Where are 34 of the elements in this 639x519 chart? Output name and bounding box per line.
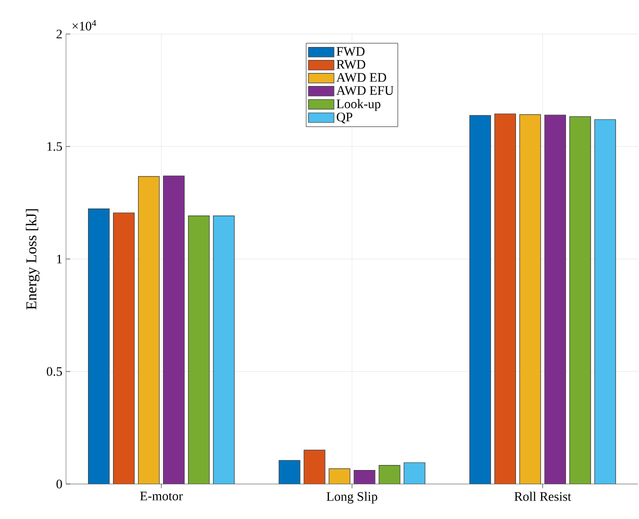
- text: ×10$^{4}$: [72, 20, 96, 30]
- legend-label: Look-up: [336, 99, 380, 111]
- bar: [328, 468, 350, 484]
- x-tick-label: Long Slip: [326, 492, 378, 504]
- bar: [544, 114, 566, 484]
- bar: [354, 470, 375, 484]
- bar: [188, 215, 210, 484]
- legend-label: FWD: [336, 47, 365, 56]
- x-tick-label: Roll Resist: [514, 492, 572, 501]
- bar: [138, 176, 160, 484]
- bar: [113, 212, 135, 484]
- legend-label: QP: [336, 112, 352, 124]
- bar: [519, 114, 541, 484]
- legend-label: AWD ED: [336, 73, 386, 82]
- bar: [304, 450, 326, 484]
- y-tick-label: 1.5: [47, 142, 62, 151]
- y-axis-title: Energy Loss [kJ]: [26, 209, 40, 310]
- bar: [88, 208, 110, 484]
- bar: [378, 465, 400, 484]
- x-tick-label: E-motor: [140, 492, 183, 500]
- y-tick-label: 0.5: [46, 367, 62, 376]
- bar: [469, 115, 491, 484]
- bar: [569, 116, 591, 484]
- bar: [594, 119, 616, 484]
- bar: [213, 215, 235, 484]
- bar: [404, 462, 426, 484]
- bar: [163, 176, 185, 484]
- y-tick-label: 2: [56, 30, 62, 38]
- bar: [494, 114, 516, 484]
- legend-label: AWD EFU: [336, 86, 394, 95]
- bar: [278, 460, 300, 484]
- y-tick-label: 0: [56, 480, 62, 488]
- y-tick-label: 1: [57, 254, 62, 264]
- legend-label: RWD: [336, 60, 366, 69]
